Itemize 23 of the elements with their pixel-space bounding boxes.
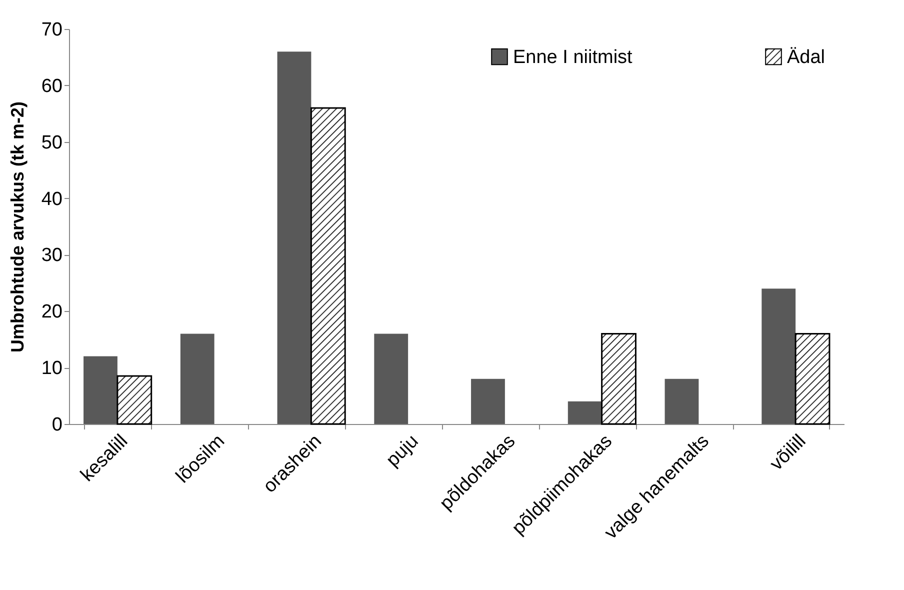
y-axis-title: Umbrohtude arvukus (tk m-2)	[7, 101, 28, 353]
y-tick-label: 50	[41, 132, 62, 154]
bar	[116, 375, 152, 425]
bar	[568, 401, 602, 424]
y-tick-label: 10	[41, 358, 62, 380]
bar	[310, 107, 346, 425]
y-tick-label: 40	[41, 188, 62, 210]
bar	[664, 378, 699, 424]
legend-label: Ädal	[787, 46, 826, 68]
y-tick-label: 20	[41, 302, 62, 323]
bar	[84, 356, 118, 424]
legend-label: Enne I niitmist	[513, 46, 634, 68]
bar	[374, 334, 408, 424]
y-tick-label: 30	[41, 245, 62, 266]
bar	[762, 288, 796, 424]
bar	[601, 332, 636, 425]
bar	[471, 378, 505, 424]
y-tick-label: 0	[52, 414, 62, 436]
bar	[794, 332, 830, 425]
bar	[277, 52, 312, 424]
bar	[180, 334, 214, 424]
y-tick-label: 60	[41, 76, 62, 97]
y-tick-label: 70	[41, 20, 62, 40]
